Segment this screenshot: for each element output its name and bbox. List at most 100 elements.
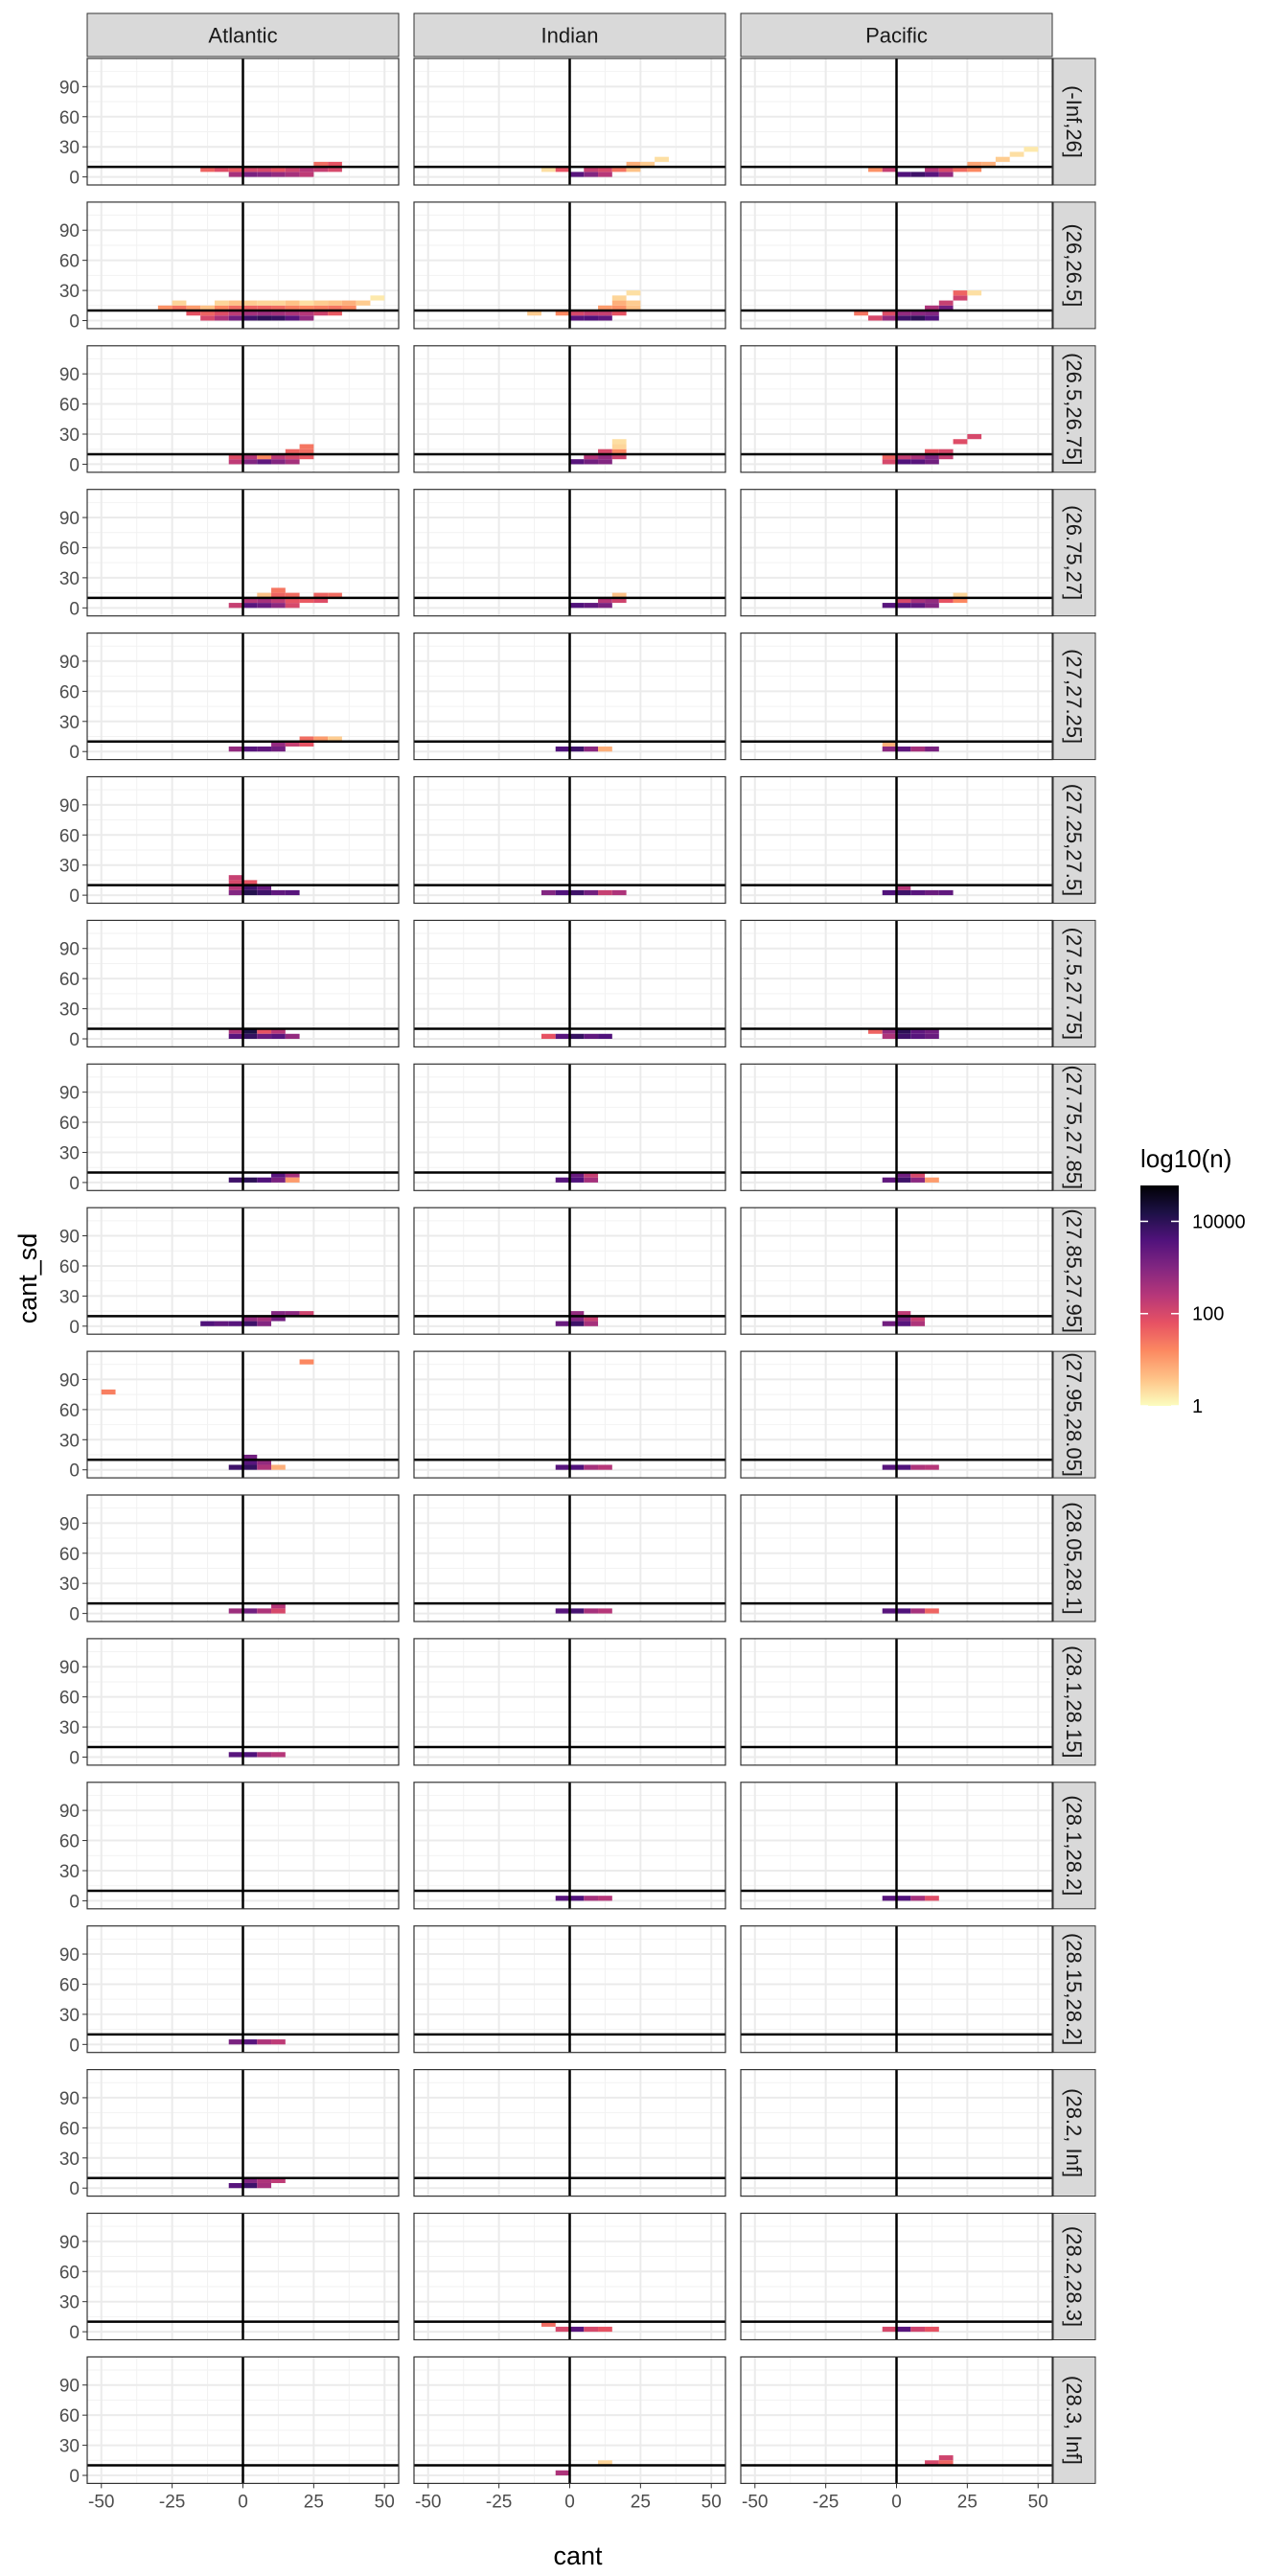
heatmap-cell — [356, 300, 371, 306]
heatmap-cell — [925, 453, 939, 460]
x-tick-label: 50 — [375, 2492, 395, 2512]
y-tick-label: 30 — [59, 2150, 80, 2170]
heatmap-cell — [611, 439, 627, 445]
heatmap-cell — [925, 1608, 939, 1614]
heatmap-cell — [925, 1033, 939, 1040]
facet-row-label: (26,26.5] — [1062, 223, 1086, 307]
heatmap-cell — [242, 167, 258, 172]
heatmap-cell — [228, 1028, 243, 1034]
panel-border — [740, 2212, 1053, 2341]
heatmap-cell — [313, 161, 329, 168]
heatmap-cell — [271, 1033, 286, 1040]
facet-panel — [740, 1782, 1053, 1910]
panel-border — [413, 1782, 726, 1910]
facet-panel — [740, 632, 1053, 761]
heatmap-cell — [896, 1896, 911, 1901]
legend-label: 100 — [1192, 1304, 1224, 1325]
heatmap-cell — [569, 1172, 585, 1178]
heatmap-cell — [299, 315, 314, 321]
heatmap-cell — [228, 1177, 243, 1183]
heatmap-cell — [299, 1359, 314, 1365]
heatmap-cell — [228, 310, 243, 316]
facet-panel — [86, 1925, 400, 2054]
heatmap-cell — [910, 1033, 926, 1040]
facet-panels — [86, 58, 1053, 2484]
facet-column-strips: Atlantic Indian Pacific — [86, 12, 1053, 58]
y-tick-label: 0 — [69, 2036, 80, 2056]
heatmap-cell — [569, 746, 585, 752]
panel-border — [86, 632, 400, 761]
panel-border — [86, 58, 400, 186]
heatmap-cell — [611, 310, 627, 316]
panel-border — [86, 489, 400, 617]
facet-panel — [86, 919, 400, 1048]
y-tick-label: 30 — [59, 1718, 80, 1738]
panel-border — [413, 775, 726, 905]
y-tick-label: 30 — [59, 2437, 80, 2457]
heatmap-cell — [910, 1028, 926, 1034]
y-tick-label: 60 — [59, 682, 80, 702]
y-tick-label: 0 — [69, 743, 80, 763]
heatmap-cell — [540, 889, 556, 896]
heatmap-cell — [313, 300, 329, 306]
heatmap-cell — [555, 1033, 570, 1040]
heatmap-cell — [299, 736, 314, 742]
heatmap-cell — [584, 1608, 599, 1614]
facet-panel — [413, 58, 726, 186]
y-tick-label: 90 — [59, 1945, 80, 1966]
heatmap-cell — [242, 1608, 258, 1614]
heatmap-cell — [611, 305, 627, 311]
y-tick-label: 60 — [59, 2263, 80, 2283]
heatmap-cell — [186, 310, 201, 316]
y-axes: 0 30 60 90 0 30 60 90 0 30 60 90 0 30 60 90 0 30 60 90 0 30 60… — [59, 78, 87, 2487]
heatmap-cell — [910, 310, 926, 316]
heatmap-cell — [299, 1311, 314, 1317]
heatmap-cell — [584, 315, 599, 321]
heatmap-cell — [925, 310, 939, 316]
y-tick-label: 60 — [59, 1832, 80, 1852]
facet-panel — [413, 345, 726, 473]
facet-panel — [740, 2212, 1053, 2341]
heatmap-cell — [299, 300, 314, 306]
facet-panel — [740, 919, 1053, 1048]
heatmap-cell — [981, 161, 996, 168]
legend-label: 10000 — [1192, 1211, 1246, 1232]
y-tick-label: 90 — [59, 1084, 80, 1104]
heatmap-cell — [271, 1311, 286, 1317]
heatmap-cell — [655, 156, 669, 162]
heatmap-cell — [285, 1172, 300, 1178]
y-tick-label: 90 — [59, 796, 80, 816]
facet-panel — [413, 1350, 726, 1479]
heatmap-cell — [584, 172, 599, 177]
facet-panel — [740, 489, 1053, 617]
heatmap-cell — [896, 315, 911, 321]
heatmap-cell — [598, 1033, 612, 1040]
heatmap-cell — [640, 161, 656, 168]
heatmap-cell — [271, 453, 286, 460]
heatmap-cell — [882, 1033, 897, 1040]
heatmap-cell — [285, 300, 300, 306]
x-axes: -50 -25 0 25 50 -50 -25 0 25 50 -50 -25 0 25 50 — [88, 2483, 1048, 2512]
heatmap-cell — [896, 1321, 911, 1326]
panel-border — [413, 2212, 726, 2341]
heatmap-cell — [925, 2460, 939, 2466]
heatmap-cell — [328, 592, 342, 598]
panel-border — [740, 919, 1053, 1048]
y-tick-label: 60 — [59, 970, 80, 990]
facet-panel — [86, 1063, 400, 1191]
heatmap-cell — [882, 1896, 897, 1901]
heatmap-cell — [882, 746, 897, 752]
y-tick-label: 60 — [59, 1689, 80, 1709]
heatmap-cell — [910, 459, 926, 465]
heatmap-cell — [271, 603, 286, 609]
facet-panel — [413, 2356, 726, 2484]
heatmap-cell — [867, 1028, 883, 1034]
heatmap-cell — [285, 167, 300, 172]
heatmap-cell — [257, 1752, 272, 1758]
heatmap-cell — [200, 305, 215, 311]
heatmap-cell — [598, 1608, 612, 1614]
heatmap-cell — [285, 459, 300, 465]
heatmap-cell — [242, 2039, 258, 2045]
heatmap-cell — [285, 305, 300, 311]
